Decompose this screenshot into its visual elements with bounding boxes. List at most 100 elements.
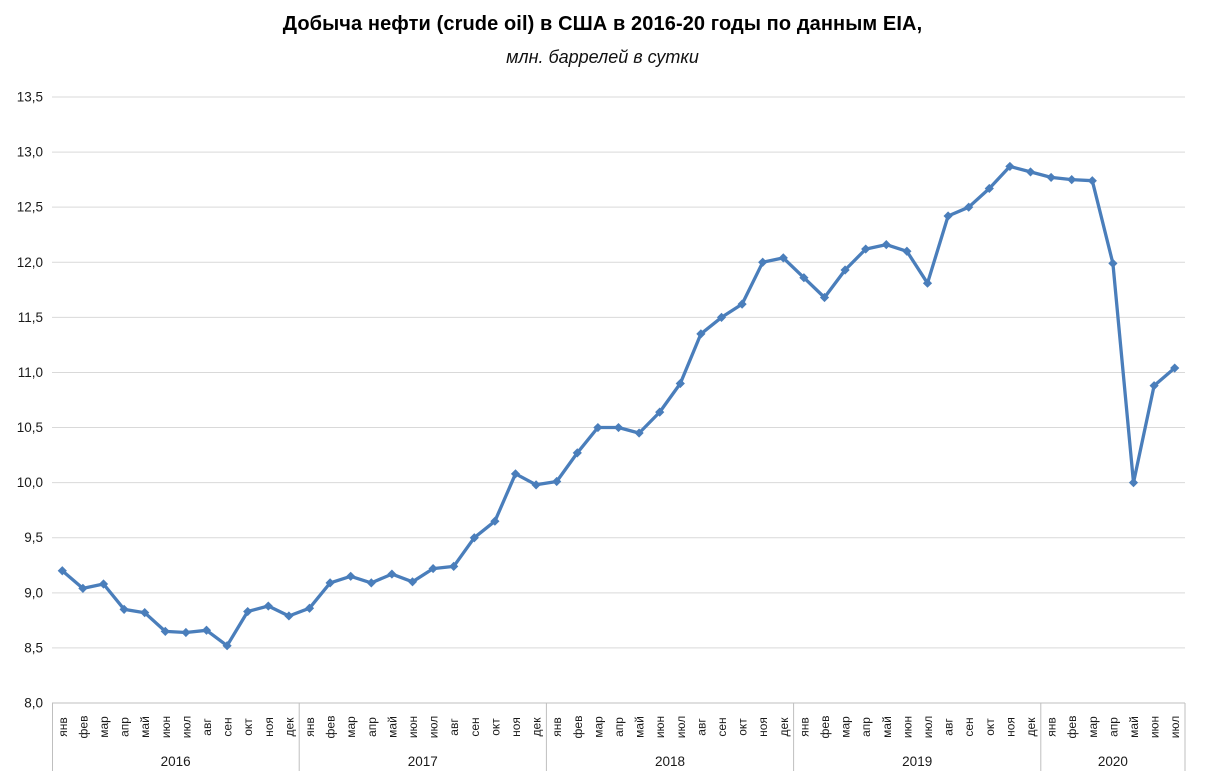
data-point-marker: [840, 265, 850, 275]
x-month-label: июн: [1148, 716, 1162, 738]
data-point-marker: [387, 569, 397, 579]
y-tick-label: 11,5: [18, 310, 43, 325]
data-point-marker: [78, 583, 88, 594]
x-month-label: янв: [550, 717, 564, 737]
y-tick-label: 11,0: [18, 365, 43, 380]
x-month-label: май: [1127, 716, 1141, 738]
x-month-label: авг: [447, 718, 461, 736]
data-point-marker: [510, 469, 521, 479]
x-year-label: 2019: [902, 754, 932, 769]
x-month-label: фев: [571, 716, 585, 739]
x-month-label: сен: [715, 717, 729, 736]
data-point-marker: [1149, 381, 1159, 391]
x-month-label: июл: [427, 716, 441, 738]
x-month-label: окт: [488, 718, 502, 736]
data-point-marker: [984, 183, 994, 194]
data-point-marker: [758, 257, 768, 267]
x-month-label: май: [138, 716, 152, 738]
x-month-label: сен: [221, 717, 235, 736]
x-month-label: дек: [282, 717, 296, 737]
y-tick-label: 13,0: [17, 145, 43, 160]
y-tick-label: 12,5: [17, 200, 43, 215]
data-point-marker: [675, 378, 685, 389]
data-point-marker: [634, 428, 644, 438]
data-point-marker: [881, 240, 891, 250]
x-month-label: июн: [406, 716, 420, 738]
x-month-label: июн: [653, 716, 667, 738]
data-point-marker: [531, 480, 541, 490]
data-point-marker: [922, 278, 933, 288]
data-point-marker: [1046, 172, 1056, 183]
data-point-marker: [407, 577, 418, 587]
x-month-label: янв: [56, 717, 70, 737]
data-point-marker: [469, 533, 479, 543]
x-month-label: мар: [1086, 716, 1100, 738]
data-point-marker: [1025, 167, 1036, 177]
data-point-marker: [304, 603, 315, 613]
data-point-marker: [1128, 478, 1139, 488]
data-point-marker: [902, 246, 912, 256]
x-month-label: июл: [921, 716, 935, 738]
x-month-label: фев: [818, 716, 832, 739]
x-month-label: окт: [241, 718, 255, 736]
data-point-marker: [861, 244, 871, 254]
x-month-label: дек: [1024, 717, 1038, 737]
x-month-label: июл: [674, 716, 688, 738]
x-month-label: окт: [736, 718, 750, 736]
x-month-label: авг: [694, 718, 708, 736]
x-month-label: июл: [1168, 716, 1182, 738]
x-month-label: фев: [76, 716, 90, 739]
data-point-marker: [98, 579, 109, 589]
y-tick-label: 13,5: [17, 90, 43, 105]
x-month-label: июл: [179, 716, 193, 738]
y-tick-label: 10,0: [17, 475, 43, 490]
data-point-marker: [593, 422, 603, 433]
y-tick-label: 12,0: [17, 255, 43, 270]
data-point-marker: [346, 571, 356, 581]
data-point-marker: [655, 407, 665, 417]
data-point-marker: [964, 202, 974, 212]
data-point-marker: [140, 608, 150, 618]
data-point-marker: [243, 606, 253, 617]
data-point-marker: [716, 312, 727, 322]
x-month-label: ноя: [1003, 717, 1017, 737]
data-point-marker: [1067, 175, 1077, 185]
data-point-marker: [1108, 258, 1118, 268]
chart-title: Добыча нефти (crude oil) в США в 2016-20…: [282, 13, 923, 35]
x-month-label: мар: [97, 716, 111, 738]
data-point-marker: [263, 601, 273, 611]
data-point-marker: [490, 516, 500, 526]
x-month-label: ноя: [262, 717, 276, 737]
x-month-label: янв: [797, 717, 811, 737]
x-month-label: фев: [1065, 716, 1079, 739]
x-month-label: май: [633, 716, 647, 738]
x-month-label: янв: [1045, 717, 1059, 737]
x-year-label: 2016: [161, 754, 191, 769]
x-month-label: дек: [530, 717, 544, 737]
data-point-marker: [284, 611, 294, 621]
x-year-label: 2020: [1098, 754, 1128, 769]
data-point-marker: [737, 299, 747, 309]
y-tick-label: 9,0: [24, 585, 43, 600]
x-month-label: май: [385, 716, 399, 738]
x-month-label: окт: [983, 718, 997, 736]
x-month-label: июн: [900, 716, 914, 738]
x-month-label: май: [880, 716, 894, 738]
data-point-marker: [160, 626, 170, 636]
data-line: [60, 164, 1177, 648]
y-tick-label: 8,0: [24, 696, 43, 711]
data-point-marker: [1087, 176, 1097, 186]
x-month-label: апр: [859, 717, 873, 737]
data-point-marker: [449, 561, 459, 571]
data-point-marker: [572, 448, 582, 458]
data-point-marker: [799, 273, 809, 283]
y-tick-label: 9,5: [24, 530, 43, 545]
x-year-label: 2018: [655, 754, 685, 769]
y-tick-label: 8,5: [24, 640, 43, 655]
x-month-label: апр: [118, 717, 132, 737]
x-month-label: июн: [159, 716, 173, 738]
chart-subtitle: млн. баррелей в сутки: [506, 47, 699, 67]
x-month-label: мар: [344, 716, 358, 738]
